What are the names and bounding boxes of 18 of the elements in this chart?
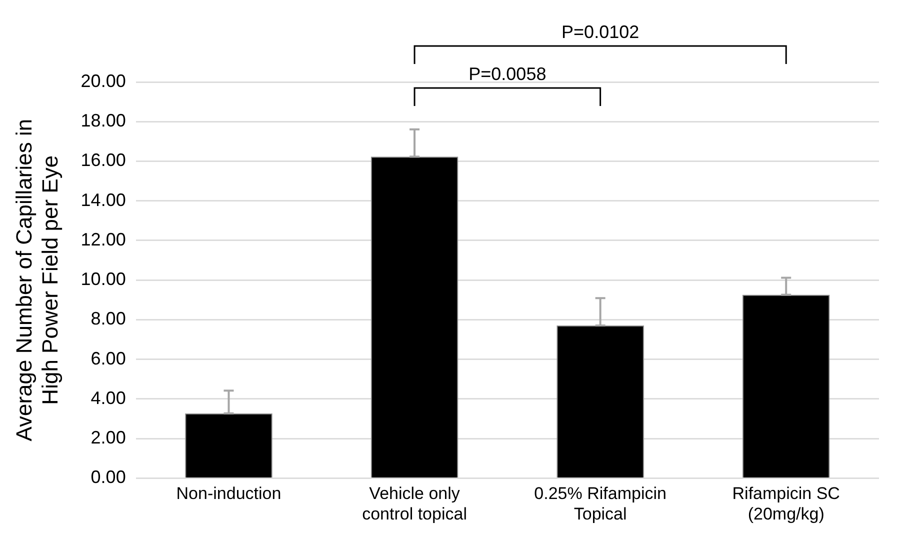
x-tick-label: Rifampicin SC (20mg/kg) — [732, 484, 840, 524]
y-tick-label: 2.00 — [90, 428, 126, 448]
y-tick-label: 0.00 — [90, 467, 126, 488]
x-tick-label: Vehicle only control topical — [362, 484, 467, 524]
y-tick-label: 8.00 — [90, 308, 126, 329]
x-tick-label: Non-induction — [176, 484, 282, 504]
y-tick-label: 20.00 — [80, 70, 126, 91]
annotation: P=0.0058 — [468, 64, 546, 84]
y-tick-label: 12.00 — [80, 229, 126, 250]
y-tick-label: 6.00 — [90, 348, 126, 368]
y-tick-label: 10.00 — [80, 269, 126, 290]
y-axis-title: Average Number of Capillaries in High Power Field per Eye — [11, 118, 63, 442]
y-tick-label: 16.00 — [80, 150, 126, 170]
y-tick-label: 18.00 — [80, 110, 126, 131]
x-tick-label: 0.25% Rifampicin Topical — [534, 484, 666, 524]
y-tick-label: 4.00 — [90, 388, 126, 408]
text: P=0.0102 — [562, 22, 640, 42]
y-tick-label: 14.00 — [80, 190, 126, 210]
